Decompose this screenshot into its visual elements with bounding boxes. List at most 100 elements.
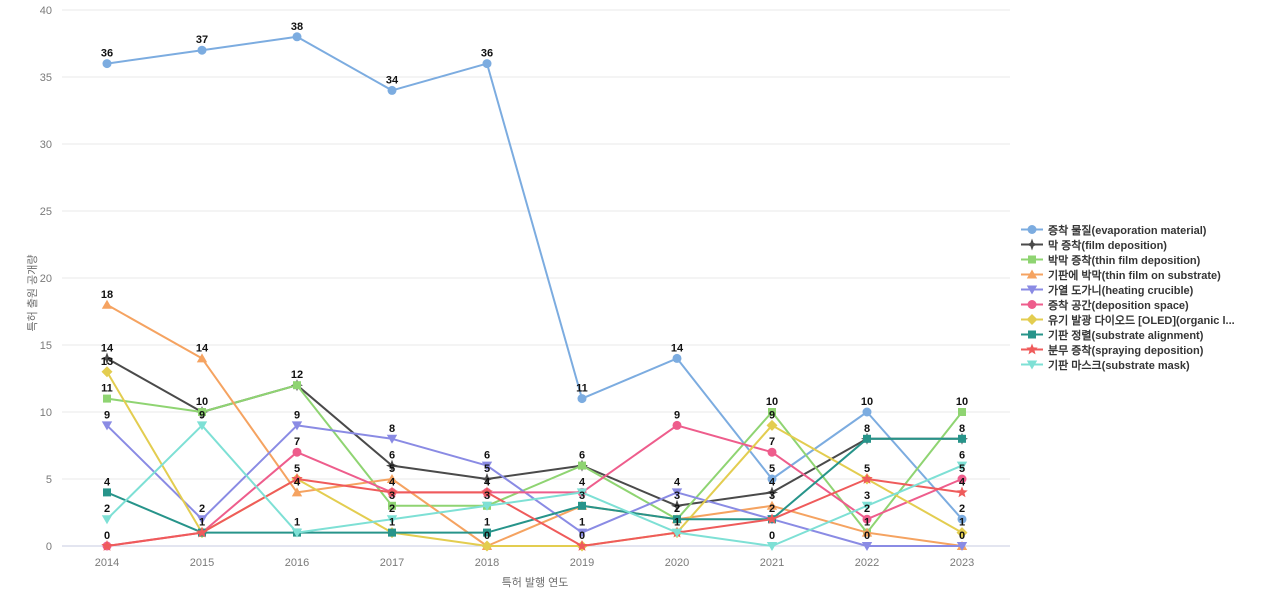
point-value-label: 9 — [294, 409, 300, 421]
point-value-label: 10 — [861, 396, 873, 408]
point-value-label: 2 — [674, 503, 680, 515]
point-value-label: 0 — [104, 530, 110, 542]
point-value-label: 9 — [104, 409, 110, 421]
legend-label: 유기 발광 다이오드 [OLED](organic l... — [1048, 314, 1235, 327]
point-value-label: 3 — [484, 490, 490, 502]
point-value-label: 3 — [389, 490, 395, 502]
point-value-label: 3 — [674, 490, 680, 502]
point-value-label: 4 — [959, 476, 966, 488]
point-value-label: 4 — [484, 476, 491, 488]
legend-item-8[interactable]: 분무 증착(spraying deposition) — [1020, 342, 1235, 357]
point-value-label: 4 — [389, 476, 396, 488]
legend-marker-icon — [1021, 343, 1043, 355]
point-value-label: 0 — [579, 530, 585, 542]
point-value-label: 0 — [959, 530, 965, 542]
x-tick: 2020 — [665, 557, 689, 569]
legend-marker-icon — [1021, 300, 1043, 309]
x-tick: 2022 — [855, 557, 879, 569]
y-tick: 15 — [40, 340, 52, 352]
legend-item-3[interactable]: 기판에 박막(thin film on substrate) — [1020, 267, 1235, 282]
point-value-label: 1 — [579, 517, 585, 529]
point-value-label: 14 — [671, 342, 684, 354]
legend-label: 기판 마스크(substrate mask) — [1048, 359, 1190, 372]
point-value-label: 8 — [959, 423, 965, 435]
legend-item-1[interactable]: 막 증착(film deposition) — [1020, 237, 1235, 252]
x-tick: 2018 — [475, 557, 499, 569]
point-value-label: 8 — [864, 423, 870, 435]
point-value-label: 4 — [674, 476, 681, 488]
legend-label: 막 증착(film deposition) — [1048, 239, 1167, 252]
legend-item-9[interactable]: 기판 마스크(substrate mask) — [1020, 357, 1235, 372]
legend-marker-icon — [1021, 285, 1043, 295]
legend-item-4[interactable]: 가열 도가니(heating crucible) — [1020, 282, 1235, 297]
point-value-label: 2 — [199, 503, 205, 515]
legend-marker-icon — [1021, 225, 1043, 234]
point-value-label: 5 — [959, 463, 965, 475]
point-value-label: 4 — [769, 476, 776, 488]
legend-label: 가열 도가니(heating crucible) — [1048, 284, 1194, 297]
legend-item-7[interactable]: 기판 정렬(substrate alignment) — [1020, 327, 1235, 342]
point-value-label: 2 — [769, 503, 775, 515]
legend-marker-icon — [1021, 255, 1043, 264]
point-value-label: 10 — [766, 396, 778, 408]
point-value-label: 5 — [484, 463, 490, 475]
point-value-label: 1 — [674, 517, 680, 529]
legend-item-5[interactable]: 증착 공간(deposition space) — [1020, 297, 1235, 312]
point-value-label: 1 — [959, 517, 965, 529]
point-value-label: 5 — [389, 463, 395, 475]
point-value-label: 6 — [579, 450, 585, 462]
series-line-0 — [102, 32, 967, 524]
legend-label: 분무 증착(spraying deposition) — [1048, 344, 1204, 357]
point-value-label: 1 — [294, 517, 300, 529]
y-tick: 30 — [40, 139, 52, 151]
point-value-label: 3 — [579, 490, 585, 502]
y-tick: 40 — [40, 5, 52, 17]
point-value-label: 18 — [101, 289, 113, 301]
point-value-label: 36 — [101, 48, 113, 60]
point-value-label: 10 — [956, 396, 968, 408]
point-value-label: 6 — [484, 450, 490, 462]
point-value-label: 0 — [484, 530, 490, 542]
point-value-label: 0 — [864, 530, 870, 542]
y-tick: 35 — [40, 72, 52, 84]
y-tick: 25 — [40, 206, 52, 218]
legend-item-2[interactable]: 박막 증착(thin film deposition) — [1020, 252, 1235, 267]
point-value-label: 2 — [389, 503, 395, 515]
legend-marker-icon — [1021, 314, 1043, 325]
point-value-label: 3 — [864, 490, 870, 502]
point-value-label: 4 — [104, 476, 111, 488]
point-value-label: 7 — [769, 436, 775, 448]
legend-marker-icon — [1021, 269, 1043, 279]
point-value-label: 5 — [864, 463, 870, 475]
point-value-label: 5 — [294, 463, 300, 475]
y-tick: 5 — [46, 474, 52, 486]
point-value-label: 13 — [101, 356, 113, 368]
chart-legend: 증착 물질(evaporation material) 막 증착(film dep… — [1020, 222, 1235, 372]
point-value-label: 6 — [389, 450, 395, 462]
x-tick: 2016 — [285, 557, 309, 569]
point-value-label: 1 — [389, 517, 395, 529]
point-value-label: 9 — [769, 409, 775, 421]
y-tick: 10 — [40, 407, 52, 419]
legend-marker-icon — [1021, 238, 1043, 251]
point-value-label: 14 — [101, 342, 114, 354]
y-axis-label: 특허 출원 공개량 — [27, 254, 39, 332]
legend-marker-icon — [1021, 360, 1043, 370]
point-value-label: 2 — [864, 503, 870, 515]
x-tick: 2023 — [950, 557, 974, 569]
point-value-label: 11 — [101, 383, 113, 395]
point-value-label: 38 — [291, 21, 303, 33]
point-value-label: 1 — [484, 517, 490, 529]
x-tick: 2021 — [760, 557, 784, 569]
point-value-label: 2 — [104, 503, 110, 515]
legend-label: 박막 증착(thin film deposition) — [1048, 254, 1201, 267]
legend-item-0[interactable]: 증착 물질(evaporation material) — [1020, 222, 1235, 237]
x-tick: 2017 — [380, 557, 404, 569]
point-value-label: 1 — [864, 517, 870, 529]
legend-item-6[interactable]: 유기 발광 다이오드 [OLED](organic l... — [1020, 312, 1235, 327]
point-value-label: 11 — [576, 383, 588, 395]
point-value-label: 37 — [196, 34, 208, 46]
legend-label: 증착 물질(evaporation material) — [1048, 224, 1207, 237]
